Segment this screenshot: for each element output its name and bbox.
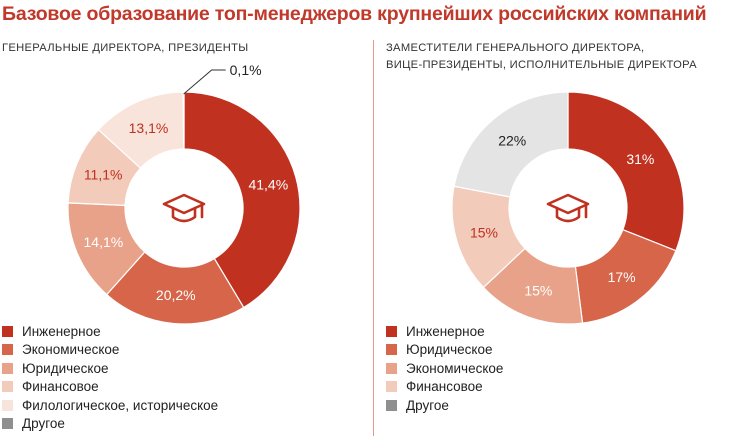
- legend-label: Юридическое: [22, 360, 109, 376]
- slice-value-label: 31%: [626, 151, 654, 167]
- legend-swatch: [2, 344, 13, 356]
- slice-ekonomicheskoe: [105, 251, 245, 325]
- legend-swatch: [386, 399, 397, 411]
- legend-item-yuridicheskoe: Юридическое: [386, 341, 503, 360]
- legend-item-yuridicheskoe: Юридическое: [2, 359, 218, 378]
- legend-swatch: [2, 399, 13, 411]
- legend-item-filologicheskoe-istoricheskoe: Филологическое, историческое: [2, 396, 218, 415]
- legend-label: Другое: [406, 397, 449, 413]
- legend-item-inzhenernoe: Инженерное: [2, 322, 218, 341]
- legend-item-drugoe: Другое: [2, 415, 218, 434]
- legend-label: Другое: [22, 416, 65, 432]
- chart-2-legend: Инженерное Юридическое Экономическое Финанс…: [386, 322, 503, 415]
- chart-2-title: ЗАМЕСТИТЕЛИ ГЕНЕРАЛЬНОГО ДИРЕКТОРА, ВИЦЕ-…: [386, 40, 697, 74]
- slice-value-label: 11,1%: [84, 167, 123, 183]
- legend-label: Финансовое: [22, 379, 99, 395]
- slice-value-label: 15%: [524, 282, 552, 298]
- legend-swatch: [386, 344, 397, 356]
- legend-item-drugoe: Другое: [386, 396, 503, 415]
- slice-inzhenernoe: [567, 91, 685, 252]
- chart-2-donut: 31% 17% 15% 15% 22%: [451, 91, 685, 325]
- chart-1-title-line: ГЕНЕРАЛЬНЫЕ ДИРЕКТОРА, ПРЕЗИДЕНТЫ: [2, 42, 249, 54]
- legend-swatch: [386, 381, 397, 393]
- slice-drugoe: [182, 91, 185, 150]
- legend-label: Инженерное: [406, 323, 485, 339]
- slice-value-label: 17%: [608, 269, 636, 285]
- slice-value-label: 15%: [470, 224, 498, 240]
- slice-drugoe: [453, 91, 569, 198]
- legend-label: Финансовое: [406, 379, 483, 395]
- slice-value-label: 14,1%: [84, 234, 124, 250]
- legend-label: Экономическое: [22, 342, 120, 358]
- legend-swatch: [2, 381, 13, 393]
- graduation-cap-icon: [546, 193, 590, 223]
- slice-inzhenernoe: [183, 91, 301, 309]
- legend-label: Экономическое: [406, 360, 504, 376]
- chart-1-donut: 41,4% 20,2% 14,1% 11,1% 13,1% 0,1%: [67, 62, 301, 325]
- chart-1-legend: Инженерное Экономическое Юридическое Финанс…: [2, 322, 218, 433]
- legend-item-inzhenernoe: Инженерное: [386, 322, 503, 341]
- legend-swatch: [2, 418, 13, 430]
- legend-item-ekonomicheskoe: Экономическое: [386, 359, 503, 378]
- chart-title: Базовое образование топ-менеджеров крупн…: [2, 3, 707, 25]
- chart-2-title-line: ВИЦЕ-ПРЕЗИДЕНТЫ, ИСПОЛНИТЕЛЬНЫЕ ДИРЕКТОР…: [386, 59, 697, 71]
- chart-1-title: ГЕНЕРАЛЬНЫЕ ДИРЕКТОРА, ПРЕЗИДЕНТЫ: [2, 40, 248, 57]
- panel-divider: [373, 40, 374, 436]
- legend-label: Юридическое: [406, 342, 493, 358]
- legend-item-finansovoe: Финансовое: [2, 378, 218, 397]
- legend-label: Филологическое, историческое: [22, 397, 219, 413]
- slice-value-label: 22%: [498, 133, 526, 149]
- slice-value-label: 41,4%: [248, 177, 288, 193]
- legend-label: Инженерное: [22, 323, 101, 339]
- graduation-cap-icon: [162, 193, 206, 223]
- legend-swatch: [386, 325, 397, 337]
- slice-value-label: 20,2%: [156, 287, 196, 303]
- chart-2-title-line: ЗАМЕСТИТЕЛИ ГЕНЕРАЛЬНОГО ДИРЕКТОРА,: [386, 42, 645, 54]
- slice-value-label: 13,1%: [129, 120, 169, 136]
- legend-swatch: [2, 325, 13, 337]
- legend-item-ekonomicheskoe: Экономическое: [2, 341, 218, 360]
- legend-swatch: [2, 362, 13, 374]
- legend-swatch: [386, 362, 397, 374]
- callout-line: [183, 69, 226, 95]
- legend-item-finansovoe: Финансовое: [386, 378, 503, 397]
- slice-value-label: 0,1%: [230, 62, 262, 78]
